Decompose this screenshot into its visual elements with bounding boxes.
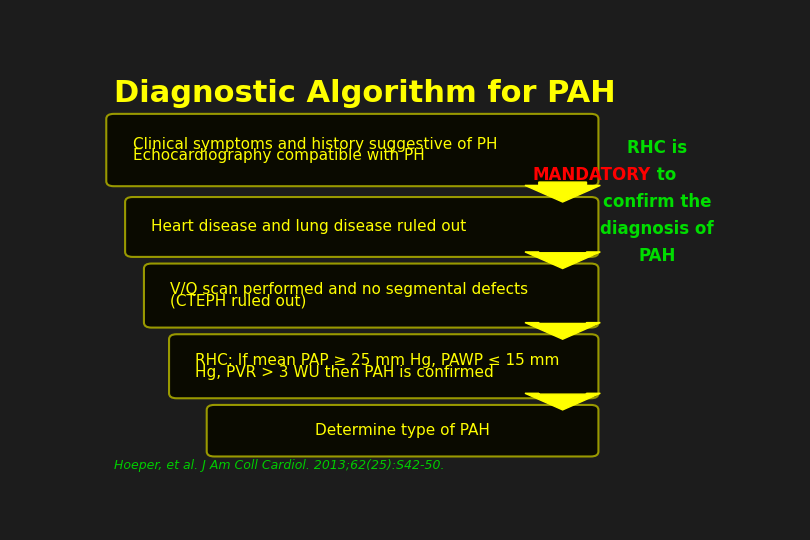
Text: diagnosis of: diagnosis of xyxy=(600,220,714,238)
Text: V/Q scan performed and no segmental defects: V/Q scan performed and no segmental defe… xyxy=(170,282,528,297)
Text: Clinical symptoms and history suggestive of PH: Clinical symptoms and history suggestive… xyxy=(133,137,497,152)
Text: to: to xyxy=(651,166,676,184)
FancyBboxPatch shape xyxy=(144,264,599,328)
Polygon shape xyxy=(525,252,600,268)
Text: Diagnostic Algorithm for PAH: Diagnostic Algorithm for PAH xyxy=(114,79,616,109)
Polygon shape xyxy=(525,393,600,410)
Text: Echocardiography compatible with PH: Echocardiography compatible with PH xyxy=(133,148,424,164)
Polygon shape xyxy=(525,322,600,339)
Text: PAH: PAH xyxy=(638,247,676,265)
FancyBboxPatch shape xyxy=(125,197,599,257)
Polygon shape xyxy=(525,182,600,202)
FancyBboxPatch shape xyxy=(169,334,599,399)
Text: confirm the: confirm the xyxy=(603,193,711,211)
Text: Heart disease and lung disease ruled out: Heart disease and lung disease ruled out xyxy=(151,219,467,234)
Text: Hoeper, et al. J Am Coll Cardiol. 2013;62(25):S42-50.: Hoeper, et al. J Am Coll Cardiol. 2013;6… xyxy=(113,460,445,472)
Text: (CTEPH ruled out): (CTEPH ruled out) xyxy=(170,294,307,309)
FancyBboxPatch shape xyxy=(106,114,599,186)
Text: Hg, PVR > 3 WU then PAH is confirmed: Hg, PVR > 3 WU then PAH is confirmed xyxy=(195,364,494,380)
Text: RHC: If mean PAP ≥ 25 mm Hg, PAWP ≤ 15 mm: RHC: If mean PAP ≥ 25 mm Hg, PAWP ≤ 15 m… xyxy=(195,353,560,368)
Text: RHC is: RHC is xyxy=(627,139,687,157)
FancyBboxPatch shape xyxy=(207,405,599,456)
Text: MANDATORY: MANDATORY xyxy=(532,166,650,184)
Text: Determine type of PAH: Determine type of PAH xyxy=(315,423,490,438)
